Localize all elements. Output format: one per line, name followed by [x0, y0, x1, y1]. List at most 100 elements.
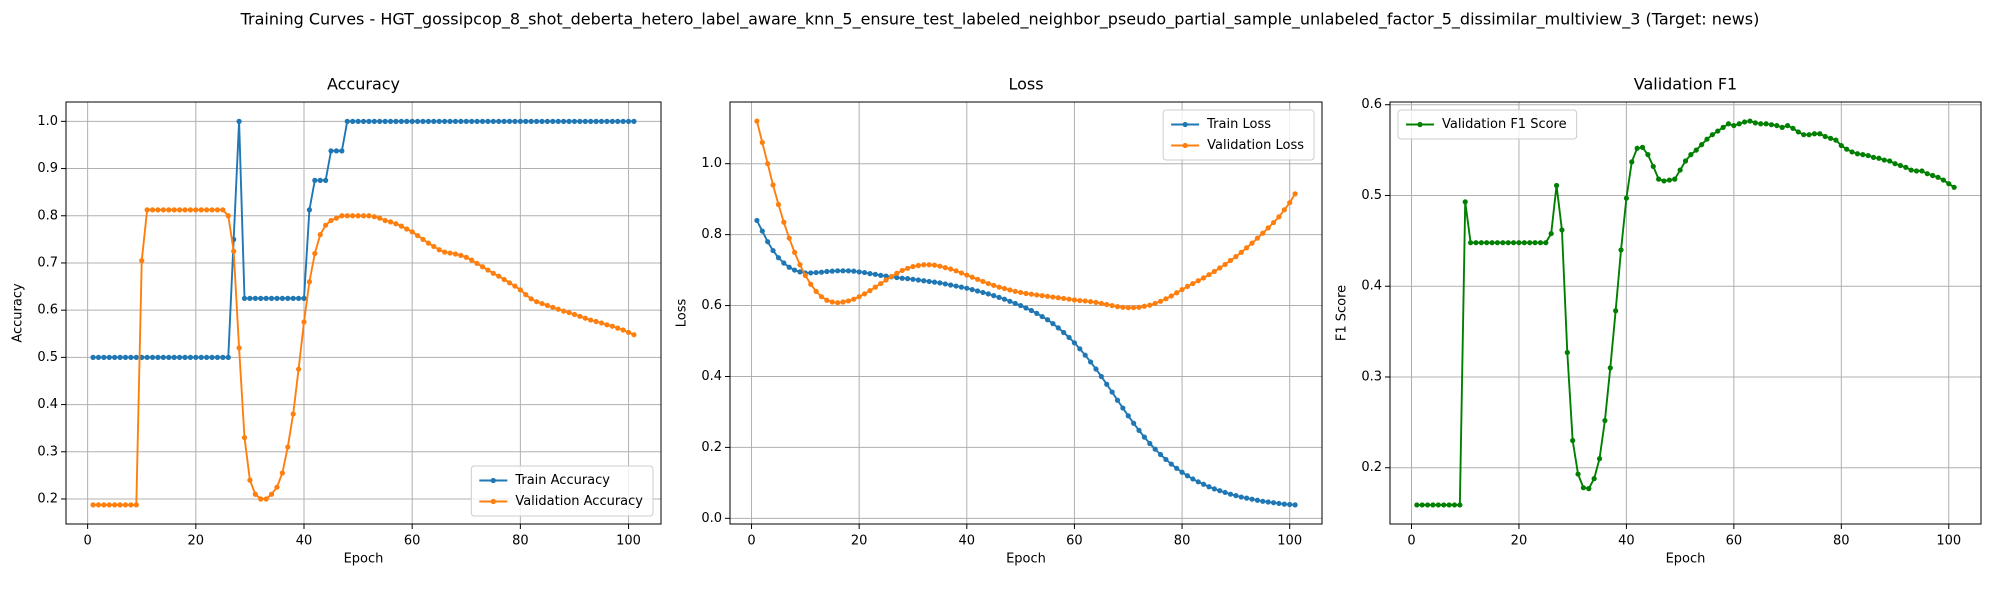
x-tick-label: 60: [1066, 534, 1083, 549]
point: [447, 118, 453, 124]
point: [1066, 334, 1072, 341]
point: [528, 296, 534, 302]
point: [1077, 346, 1083, 352]
point: [905, 276, 911, 282]
point: [1190, 476, 1196, 482]
point: [1731, 122, 1737, 129]
point: [1672, 176, 1678, 182]
point: [948, 266, 954, 272]
point: [393, 221, 399, 227]
point: [1114, 397, 1121, 403]
point: [604, 118, 610, 124]
point: [1125, 305, 1131, 311]
point: [485, 267, 491, 273]
point: [1044, 317, 1051, 323]
point: [899, 267, 905, 274]
point: [1806, 132, 1812, 138]
point: [808, 281, 814, 287]
point: [1887, 158, 1893, 164]
point: [840, 268, 846, 274]
point: [1892, 161, 1898, 167]
point: [539, 300, 545, 307]
x-tick-label: 80: [1174, 534, 1191, 549]
point: [1147, 440, 1153, 447]
chart-title: Accuracy: [327, 75, 400, 94]
point: [209, 354, 215, 360]
point: [490, 118, 496, 124]
point: [781, 219, 787, 225]
point: [1012, 288, 1018, 294]
point: [204, 354, 210, 360]
x-tick-label: 20: [851, 534, 868, 549]
y-tick-label: 0.0: [701, 511, 722, 526]
point: [469, 118, 475, 124]
point: [1023, 305, 1029, 311]
point: [1677, 167, 1683, 173]
point: [1763, 121, 1769, 127]
y-tick-label: 0.2: [701, 440, 722, 455]
point: [824, 297, 830, 303]
point: [969, 286, 975, 293]
point: [1217, 488, 1223, 494]
point: [1537, 240, 1544, 246]
point: [306, 207, 313, 213]
point: [1152, 300, 1158, 307]
legend: Train Loss Validation Loss: [1162, 109, 1315, 161]
point: [404, 118, 410, 124]
point: [980, 278, 986, 285]
point: [1157, 451, 1164, 458]
point: [312, 250, 318, 257]
point: [187, 207, 194, 213]
point: [328, 217, 334, 224]
point: [1265, 499, 1271, 505]
point: [160, 354, 166, 360]
point: [1435, 502, 1441, 508]
point: [1001, 296, 1008, 302]
y-tick-label: 0.2: [37, 491, 58, 506]
point: [845, 268, 852, 274]
point: [958, 284, 965, 290]
point: [1489, 240, 1495, 246]
point: [1865, 152, 1871, 159]
point: [620, 118, 626, 124]
point: [371, 214, 377, 220]
point: [1425, 502, 1431, 508]
y-tick-label: 0.7: [37, 255, 58, 270]
point: [1028, 307, 1034, 314]
legend-marker: [490, 498, 496, 505]
point: [149, 354, 156, 360]
point: [1656, 176, 1662, 182]
point: [1071, 340, 1078, 346]
point: [231, 248, 237, 254]
point: [414, 118, 421, 124]
point: [1704, 136, 1710, 142]
point: [754, 217, 760, 224]
point: [1227, 257, 1234, 264]
point: [818, 269, 825, 275]
point: [953, 283, 959, 289]
point: [295, 366, 302, 372]
point: [247, 477, 253, 483]
point: [398, 223, 404, 229]
point: [458, 252, 464, 259]
point: [878, 280, 884, 287]
legend: Validation F1 Score: [1397, 109, 1578, 140]
point: [236, 345, 242, 351]
point: [1222, 261, 1228, 268]
point: [1061, 329, 1067, 336]
point: [220, 354, 226, 360]
point: [1260, 230, 1266, 236]
point: [1179, 286, 1185, 293]
point: [90, 354, 96, 360]
figure-title: Training Curves - HGT_gossipcop_8_shot_d…: [240, 10, 1760, 30]
point: [915, 277, 921, 283]
point: [1265, 225, 1271, 231]
point: [577, 313, 583, 319]
point: [1666, 177, 1672, 183]
point: [1924, 171, 1930, 177]
point: [144, 354, 150, 360]
point: [791, 267, 798, 273]
point: [117, 502, 123, 508]
point: [555, 306, 561, 312]
y-tick-label: 0.5: [37, 350, 58, 365]
